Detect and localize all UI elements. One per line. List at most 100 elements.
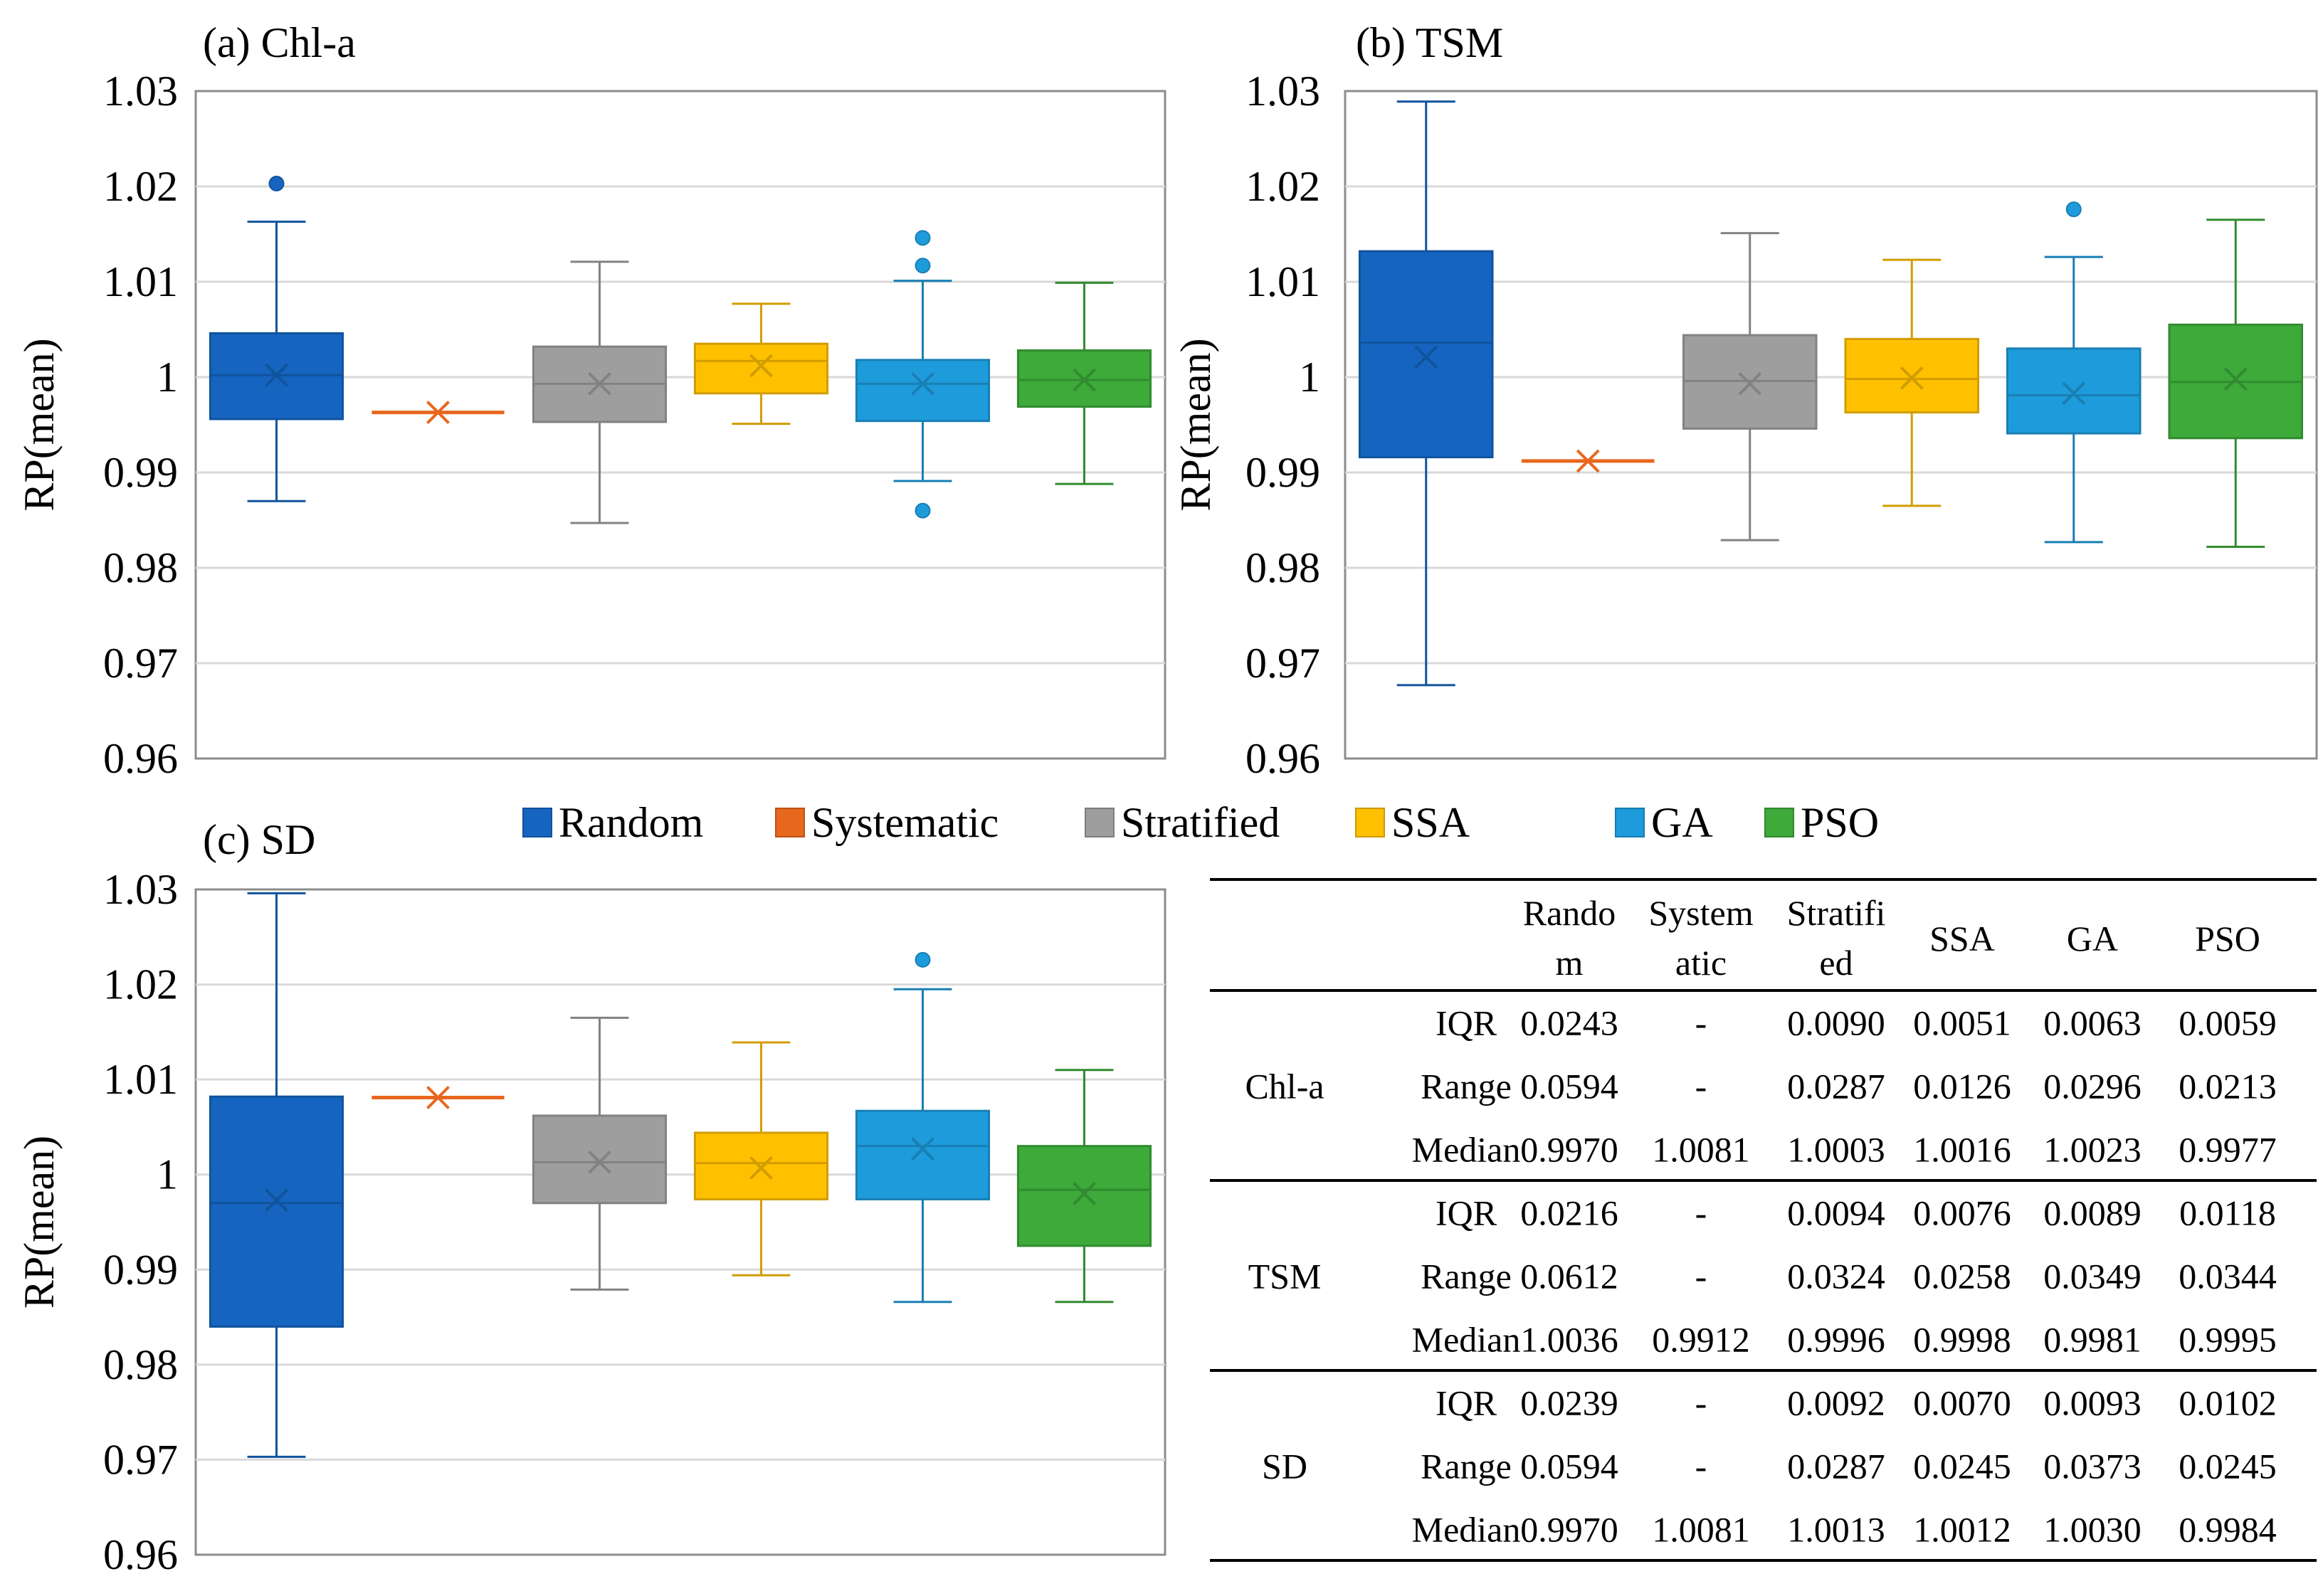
table-cell: 0.0373 [2043, 1447, 2142, 1486]
table-cell: 0.0216 [1520, 1193, 1618, 1233]
table-cell: 0.0093 [2043, 1383, 2142, 1423]
table-cell: 0.0092 [1787, 1383, 1885, 1423]
legend-label: Stratified [1121, 799, 1280, 846]
y-axis-label: RP(mean) [1172, 338, 1219, 511]
table-col-header-line: Rando [1523, 893, 1616, 933]
mean-marker [588, 371, 611, 396]
y-tick-label: 0.96 [103, 735, 178, 782]
y-tick-label: 0.98 [103, 544, 178, 591]
outlier-point [268, 175, 285, 191]
table-col-header-line: Stratifi [1787, 893, 1886, 933]
box-ga [855, 230, 991, 519]
y-tick-label: 0.97 [1245, 640, 1320, 687]
box-iqr [532, 1114, 668, 1205]
table-col-header-line: SSA [1929, 919, 1995, 958]
table-cell: 0.0324 [1787, 1257, 1885, 1296]
legend-swatch [522, 808, 552, 837]
table-cell: 1.0012 [1913, 1510, 2011, 1550]
table-cell: 0.0594 [1520, 1067, 1618, 1106]
outlier-point [915, 258, 931, 274]
box-stratified [1682, 232, 1818, 541]
table-cell: 0.9995 [2179, 1320, 2277, 1360]
legend-label: Systematic [811, 799, 999, 846]
table-cell: 1.0030 [2043, 1510, 2142, 1550]
table-cell: 0.0051 [1913, 1003, 2011, 1043]
box-iqr [1844, 337, 1980, 414]
table-cell: - [1695, 1193, 1707, 1233]
legend-swatch [1615, 808, 1645, 837]
table-cell: - [1695, 1447, 1707, 1486]
table-cell: 0.0344 [2179, 1257, 2277, 1296]
table-cell: - [1695, 1067, 1707, 1106]
table-row: Range 0.0612 - 0.0324 0.0258 0.0349 0.0344 [1421, 1257, 2277, 1296]
y-tick-label: 0.99 [103, 449, 178, 496]
legend-swatch [1764, 808, 1794, 837]
table-col-header: PSO [2195, 919, 2260, 958]
mean-marker [2062, 381, 2086, 406]
table-cell: 0.9970 [1520, 1510, 1618, 1550]
y-tick-label: 1 [1299, 354, 1320, 401]
table-row: IQR 0.0243 - 0.0090 0.0051 0.0063 0.0059 [1436, 1003, 2277, 1043]
table-col-header-line: m [1556, 943, 1584, 983]
table-metric-label: Median [1412, 1130, 1521, 1170]
table-col-header: System atic [1648, 893, 1753, 983]
panel-title: (c) SD [203, 816, 315, 863]
table-cell: 0.0239 [1520, 1383, 1618, 1423]
table-cell: 1.0036 [1520, 1320, 1618, 1360]
legend: Random Systematic Stratified SSA GA PSO [522, 799, 1879, 846]
table-col-header-line: GA [2067, 919, 2118, 958]
legend-item-ssa: SSA [1355, 799, 1470, 846]
plot-frame [1344, 90, 2318, 760]
box-ga [2006, 201, 2142, 544]
box-pso [1016, 281, 1152, 485]
table-cell: 1.0013 [1787, 1510, 1885, 1550]
table-cell: - [1695, 1257, 1707, 1296]
legend-item-systematic: Systematic [775, 799, 999, 846]
table-cell: 0.0126 [1913, 1067, 2011, 1106]
legend-item-stratified: Stratified [1085, 799, 1280, 846]
mean-marker [265, 363, 288, 387]
table-cell: 0.9998 [1913, 1320, 2011, 1360]
box-stratified [532, 260, 668, 524]
y-tick-label: 0.96 [1245, 735, 1320, 782]
box-plot-panels: 0.96 0.97 0.98 0.99 1 1.01 1.02 1.03 (a) Chl-a RP… [16, 19, 2318, 1578]
legend-item-ga: GA [1615, 799, 1713, 846]
y-tick-label: 1.02 [103, 163, 178, 210]
box-ssa [693, 1041, 829, 1277]
y-tick-label: 1.03 [103, 68, 178, 115]
y-tick-label: 0.96 [103, 1531, 178, 1578]
mean-marker [1073, 1182, 1096, 1205]
y-tick-label: 0.99 [103, 1246, 178, 1293]
legend-item-pso: PSO [1764, 799, 1879, 846]
mean-marker [1414, 345, 1438, 369]
y-tick-label: 1.03 [1245, 68, 1320, 115]
mean-marker [749, 1156, 773, 1180]
table-metric-label: Range [1421, 1067, 1512, 1106]
stats-table: Rando m System atic Stratifi ed SSA GA PSO IQR 0.0… [1210, 878, 2317, 1562]
box-ssa [1844, 258, 1980, 507]
table-cell: 0.0213 [2179, 1067, 2277, 1106]
box-random [1358, 100, 1494, 687]
box-iqr [1016, 1145, 1152, 1247]
panel-2: 0.96 0.97 0.98 0.99 1 1.01 1.02 1.03 (b) TSM RP(m… [1172, 19, 2318, 782]
panel-1: 0.96 0.97 0.98 0.99 1 1.01 1.02 1.03 (a) Chl-a RP… [16, 19, 1166, 782]
table-col-header-line: PSO [2195, 919, 2260, 958]
box-iqr [209, 1095, 344, 1328]
mean-marker [1900, 366, 1924, 390]
box-iqr [855, 1109, 991, 1200]
y-axis-label: RP(mean) [16, 338, 63, 511]
mean-marker [2223, 367, 2248, 391]
y-tick-label: 1.01 [1245, 258, 1320, 305]
table-row: Range 0.0594 - 0.0287 0.0245 0.0373 0.0245 [1421, 1447, 2277, 1486]
table-cell: 0.9984 [2179, 1510, 2277, 1550]
y-tick-label: 1.01 [103, 1056, 178, 1103]
table-metric-label: IQR [1436, 1003, 1497, 1043]
table-cell: - [1695, 1003, 1707, 1043]
legend-label: Random [559, 799, 703, 846]
y-tick-label: 0.98 [1245, 544, 1320, 591]
y-tick-label: 0.97 [103, 640, 178, 687]
box-pso [1016, 1069, 1152, 1304]
table-cell: 0.0089 [2043, 1193, 2142, 1233]
mean-marker [1073, 368, 1096, 392]
box-pso [2168, 218, 2304, 549]
